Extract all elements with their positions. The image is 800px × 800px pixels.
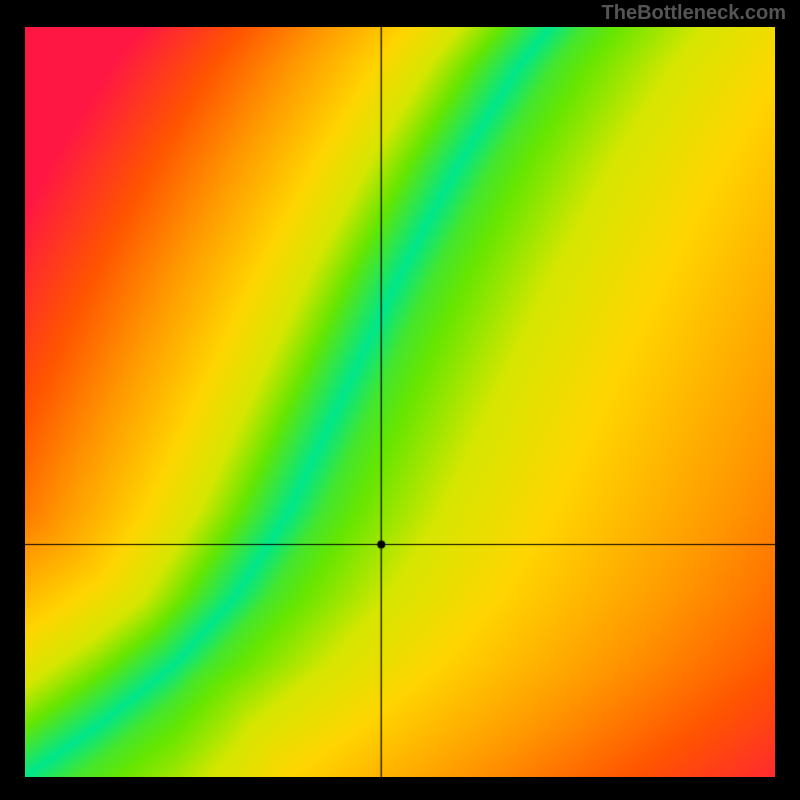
plot-area — [25, 27, 775, 777]
heatmap-canvas — [25, 27, 775, 777]
watermark-text: TheBottleneck.com — [602, 2, 786, 25]
chart-container: TheBottleneck.com — [0, 0, 800, 800]
